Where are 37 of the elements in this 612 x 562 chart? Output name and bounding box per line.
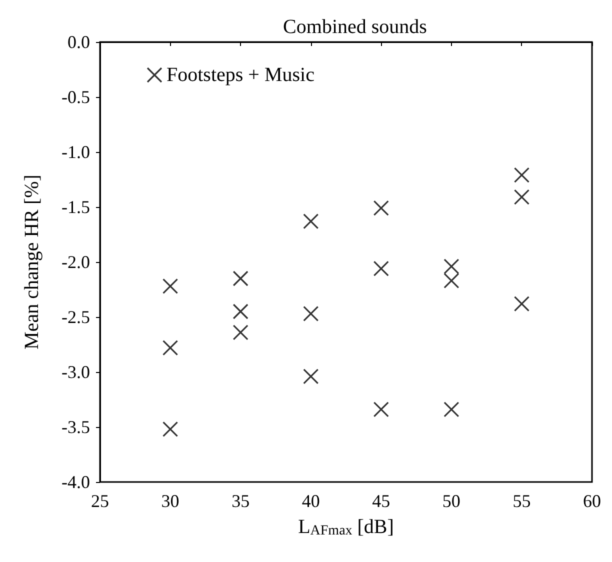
x-tick-label: 30 <box>161 491 180 511</box>
x-tick-label: 45 <box>372 491 390 511</box>
y-axis-title: Mean change HR [%] <box>21 174 43 350</box>
point <box>303 306 319 322</box>
y-tick-label: -3.0 <box>62 362 90 382</box>
x-tick-label: 25 <box>91 491 109 511</box>
legend-label: Footsteps + Music <box>166 64 315 86</box>
point <box>373 402 389 418</box>
point <box>232 270 248 286</box>
x-tick-label: 40 <box>302 491 320 511</box>
y-tick-label: 0.0 <box>68 32 90 52</box>
y-tick-label: -1.0 <box>62 142 90 162</box>
y-tick-label: -1.5 <box>62 197 90 217</box>
point <box>514 167 530 183</box>
point <box>373 260 389 276</box>
point <box>444 402 460 418</box>
y-tick-label: -0.5 <box>62 87 90 107</box>
y-tick-label: -2.0 <box>62 252 90 272</box>
x-tick-label: 55 <box>512 491 531 511</box>
point <box>514 296 530 312</box>
point <box>162 421 178 437</box>
point <box>232 324 248 340</box>
y-tick-label: -2.5 <box>62 307 90 327</box>
y-tick-label: -4.0 <box>62 472 90 492</box>
x-tick-label: 60 <box>583 491 601 511</box>
y-tick-label: -3.5 <box>62 417 90 437</box>
point <box>232 304 248 320</box>
x-tick-label: 50 <box>442 491 460 511</box>
point <box>373 200 389 216</box>
point <box>162 278 178 294</box>
x-tick-label: 35 <box>232 491 250 511</box>
point <box>303 214 319 230</box>
point <box>303 368 319 384</box>
chart-title: Combined sounds <box>283 16 428 38</box>
point <box>514 189 530 205</box>
x-axis-title: LAFmax [dB] <box>298 516 394 538</box>
point <box>162 340 178 356</box>
